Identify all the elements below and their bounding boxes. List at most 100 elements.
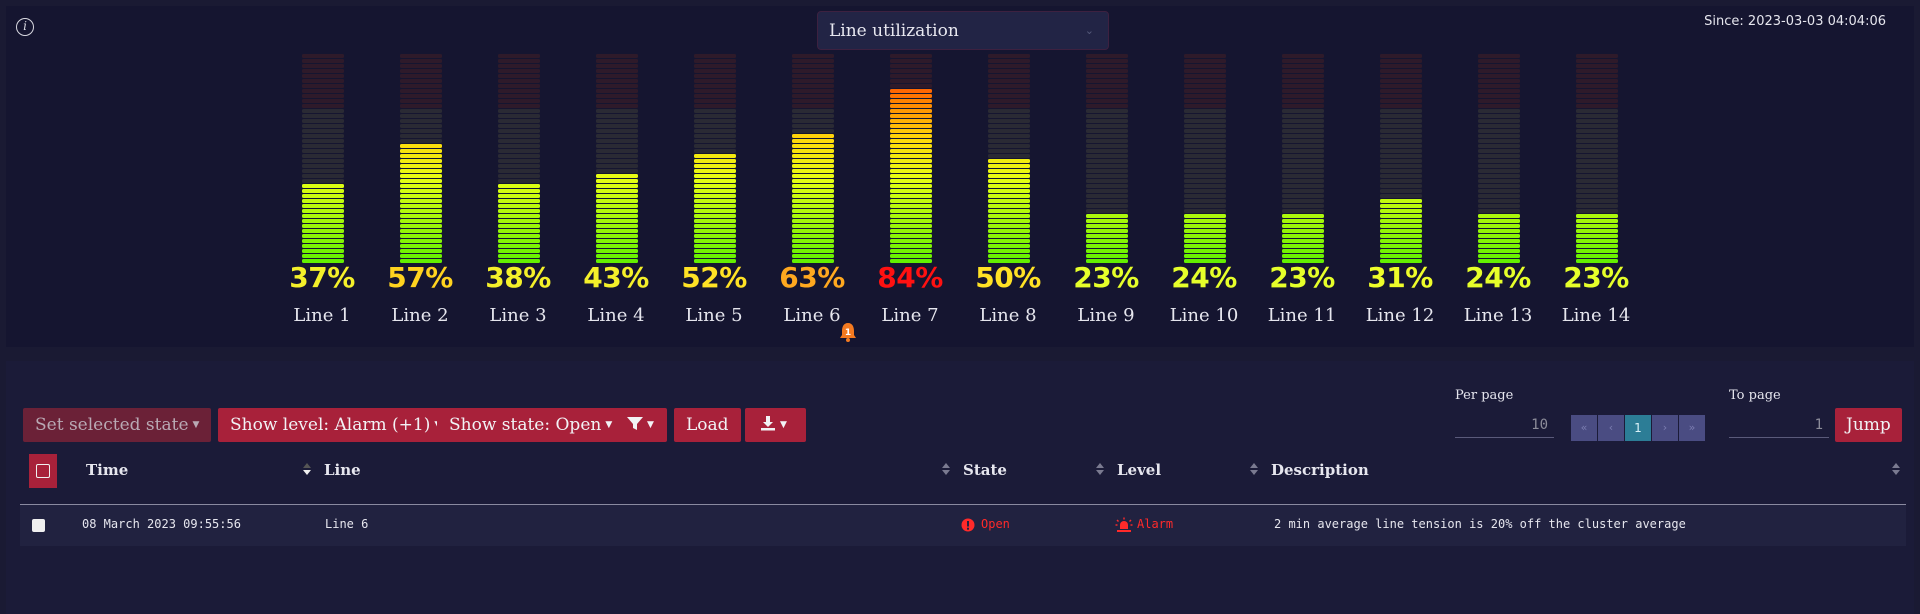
meter-segment-off xyxy=(400,129,442,133)
meter-segment-off xyxy=(498,69,540,73)
download-button[interactable]: ▼ xyxy=(745,408,806,442)
show-level-button[interactable]: Show level: Alarm (+1)▼ xyxy=(218,408,454,442)
set-selected-state-button[interactable]: Set selected state ▼ xyxy=(23,408,212,442)
meter-segment-off xyxy=(1282,134,1324,138)
meter-segment-off xyxy=(1282,94,1324,98)
meter-segment-off xyxy=(302,114,344,118)
meter-segment-lit xyxy=(1478,219,1520,223)
show-state-button[interactable]: Show state: Open ▼ xyxy=(437,408,625,442)
column-header-time[interactable]: Time xyxy=(86,461,129,479)
meter-segment-lit xyxy=(694,164,736,168)
meter-segment-off xyxy=(988,149,1030,153)
prev-page-button[interactable]: ‹ xyxy=(1598,415,1624,441)
meter-segment-lit xyxy=(792,199,834,203)
meter-segment-lit xyxy=(890,159,932,163)
sort-state-icon[interactable] xyxy=(1096,461,1104,477)
meter-segment-off xyxy=(1576,174,1618,178)
meter-segment-off xyxy=(1184,54,1226,58)
meter-segment-lit xyxy=(1086,254,1128,258)
meter-segment-off xyxy=(302,129,344,133)
meter-segment-lit xyxy=(1380,219,1422,223)
meter-segment-lit xyxy=(1086,239,1128,243)
column-header-line[interactable]: Line xyxy=(324,461,361,479)
row-checkbox[interactable] xyxy=(32,519,45,532)
to-page-input[interactable]: 1 xyxy=(1729,412,1829,438)
meter-segment-lit xyxy=(694,214,736,218)
meter-segment-off xyxy=(1086,184,1128,188)
meter-segment-off xyxy=(1576,139,1618,143)
column-header-description[interactable]: Description xyxy=(1271,461,1369,479)
meter-segment-off xyxy=(596,109,638,113)
first-page-button[interactable]: « xyxy=(1571,415,1597,441)
show-state-label: Show state: Open xyxy=(449,415,602,435)
meter-segment-lit xyxy=(792,134,834,138)
meter-segment-off xyxy=(792,59,834,63)
per-page-input[interactable]: 10 xyxy=(1455,412,1554,438)
jump-button[interactable]: Jump xyxy=(1835,408,1902,442)
pagination: « ‹ 1 › » xyxy=(1571,415,1705,441)
metric-select[interactable]: Line utilization ⌄ xyxy=(817,11,1109,50)
meter-segment-lit xyxy=(1478,249,1520,253)
meter-segment-lit xyxy=(400,214,442,218)
meter-segment-off xyxy=(1282,119,1324,123)
meter-segment-off xyxy=(1184,164,1226,168)
meter-segment-lit xyxy=(890,109,932,113)
meter-segment-lit xyxy=(792,169,834,173)
sort-time-icon[interactable] xyxy=(303,461,311,477)
meter-segment-off xyxy=(400,69,442,73)
meter-segment-lit xyxy=(988,159,1030,163)
meter-segment-off xyxy=(1184,99,1226,103)
meter-segment-off xyxy=(1282,209,1324,213)
meter-segment-lit xyxy=(498,189,540,193)
meter-percent: 24% xyxy=(1465,261,1531,294)
column-header-level[interactable]: Level xyxy=(1117,461,1162,479)
meter-segment-off xyxy=(596,84,638,88)
meter-segment-off xyxy=(498,89,540,93)
meter-segment-off xyxy=(988,109,1030,113)
current-page-button[interactable]: 1 xyxy=(1625,415,1651,441)
meter-segment-off xyxy=(1282,194,1324,198)
meter-segment-off xyxy=(1380,134,1422,138)
meter-segment-off xyxy=(1576,144,1618,148)
table-row[interactable]: 08 March 2023 09:55:56 Line 6 Open Alarm… xyxy=(20,505,1906,546)
load-button[interactable]: Load xyxy=(674,408,741,442)
meter-segment-off xyxy=(792,64,834,68)
meter-segment-off xyxy=(596,74,638,78)
select-all-checkbox[interactable] xyxy=(29,454,57,488)
alert-bell-icon[interactable]: 1 xyxy=(838,321,858,343)
meter-segment-lit xyxy=(890,214,932,218)
meter-segment-lit xyxy=(1380,229,1422,233)
sort-level-icon[interactable] xyxy=(1250,461,1258,477)
meter-segment-lit xyxy=(1086,259,1128,263)
meter-segment-lit xyxy=(1478,229,1520,233)
caret-down-icon: ▼ xyxy=(647,420,654,430)
meter-segment-off xyxy=(498,84,540,88)
filter-button[interactable]: ▼ xyxy=(614,408,667,442)
meter-bar xyxy=(694,54,736,263)
meter-segment-off xyxy=(1282,164,1324,168)
meter-segment-off xyxy=(1282,129,1324,133)
meter-segment-lit xyxy=(302,209,344,213)
sort-description-icon[interactable] xyxy=(1892,461,1900,477)
meter-segment-lit xyxy=(498,194,540,198)
last-page-button[interactable]: » xyxy=(1679,415,1705,441)
meter-segment-off xyxy=(498,129,540,133)
meter-bar xyxy=(498,54,540,263)
meter-segment-off xyxy=(1184,184,1226,188)
meter-segment-off xyxy=(694,59,736,63)
next-page-button[interactable]: › xyxy=(1652,415,1678,441)
meter-segment-lit xyxy=(792,249,834,253)
meter-segment-off xyxy=(694,144,736,148)
meter-segment-off xyxy=(694,84,736,88)
meter-percent: 84% xyxy=(877,261,943,294)
meter-segment-off xyxy=(400,59,442,63)
sort-line-icon[interactable] xyxy=(942,461,950,477)
meter-segment-off xyxy=(302,84,344,88)
meter-segment-lit xyxy=(792,224,834,228)
meter-segment-off xyxy=(1380,149,1422,153)
meter-segment-lit xyxy=(596,244,638,248)
meter-segment-off xyxy=(988,154,1030,158)
column-header-state[interactable]: State xyxy=(963,461,1007,479)
meter-segment-off xyxy=(400,79,442,83)
info-icon[interactable]: i xyxy=(16,18,34,36)
